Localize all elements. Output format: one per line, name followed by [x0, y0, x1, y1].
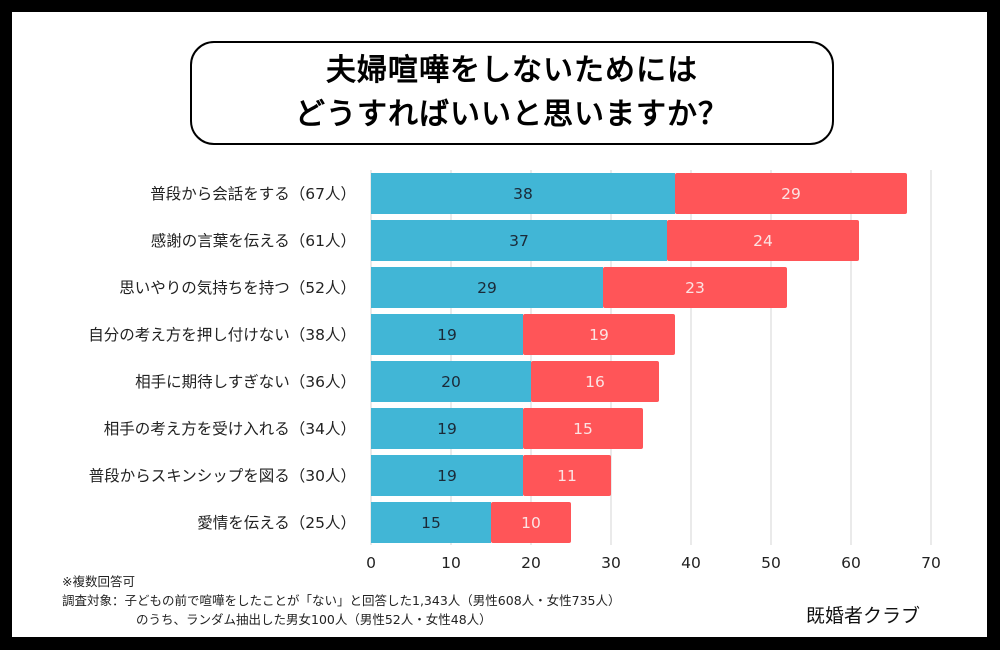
- bar-segment-male: [371, 220, 667, 261]
- bar-segment-male: [371, 173, 675, 214]
- bar-value-label: 23: [685, 279, 705, 297]
- category-label: 感謝の言葉を伝える（61人）: [151, 232, 356, 250]
- bar-value-label: 15: [421, 514, 441, 532]
- chart-title-line-2: どうすればいいと思いますか？: [295, 97, 729, 132]
- bar-segment-female: [531, 361, 659, 402]
- bar-value-label: 19: [437, 420, 457, 438]
- x-axis-ticks: 0 10 20 30 40 50 60 70: [366, 554, 941, 572]
- brand-label: 既婚者クラブ: [806, 605, 921, 627]
- bar-segment-male: [371, 455, 523, 496]
- x-tick-label: 60: [841, 554, 861, 572]
- x-tick-label: 50: [761, 554, 781, 572]
- bar-segment-male: [371, 361, 531, 402]
- x-tick-label: 0: [366, 554, 376, 572]
- bar-value-label: 11: [557, 467, 577, 485]
- x-tick-label: 40: [681, 554, 701, 572]
- chart-title-line-1: 夫婦喧嘩をしないためには: [326, 53, 698, 88]
- survey-note-line-2: のうち、ランダム抽出した男女100人（男性52人・女性48人）: [136, 612, 492, 627]
- bar-segment-female: [523, 408, 643, 449]
- bar-segment-female: [523, 314, 675, 355]
- x-tick-label: 20: [521, 554, 541, 572]
- bar-segment-male: [371, 267, 603, 308]
- category-label: 思いやりの気持ちを持つ（52人）: [119, 279, 356, 297]
- bar-value-label: 24: [753, 232, 773, 250]
- bar-value-label: 29: [477, 279, 497, 297]
- category-label: 相手に期待しすぎない（36人）: [135, 373, 356, 391]
- x-tick-label: 10: [441, 554, 461, 572]
- bar-value-label: 16: [585, 373, 605, 391]
- category-label: 自分の考え方を押し付けない（38人）: [88, 326, 356, 344]
- bar-segment-male: [371, 408, 523, 449]
- survey-note-line-1: 調査対象：子どもの前で喧嘩をしたことが「ない」と回答した1,343人（男性608…: [62, 593, 621, 608]
- bar-value-label: 15: [573, 420, 593, 438]
- bar-value-label: 20: [441, 373, 461, 391]
- bar-segment-female: [603, 267, 787, 308]
- bar-value-label: 10: [521, 514, 541, 532]
- bar-value-label: 19: [437, 467, 457, 485]
- bar-segment-female: [675, 173, 907, 214]
- multiple-answer-note: ※複数回答可: [62, 574, 135, 589]
- x-tick-label: 70: [921, 554, 941, 572]
- bar-value-label: 29: [781, 185, 801, 203]
- bar-value-label: 19: [589, 326, 609, 344]
- title-box: 夫婦喧嘩をしないためには どうすればいいと思いますか？: [190, 41, 834, 145]
- bars: 38 29 37 24 29 23 19 19 20 16 19 15 19 11 15 10: [371, 173, 907, 543]
- bar-value-label: 19: [437, 326, 457, 344]
- category-labels: 普段から会話をする（67人） 感謝の言葉を伝える（61人） 思いやりの気持ちを持つ（…: [88, 185, 356, 532]
- category-label: 相手の考え方を受け入れる（34人）: [104, 420, 356, 438]
- x-tick-label: 30: [601, 554, 621, 572]
- bar-segment-male: [371, 314, 523, 355]
- bar-value-label: 37: [509, 232, 529, 250]
- bar-segment-male: [371, 502, 491, 543]
- bar-segment-female: [667, 220, 859, 261]
- bar-segment-female: [523, 455, 611, 496]
- bar-segment-female: [491, 502, 571, 543]
- category-label: 普段から会話をする（67人）: [150, 185, 356, 203]
- category-label: 愛情を伝える（25人）: [197, 514, 356, 532]
- category-label: 普段からスキンシップを図る（30人）: [89, 467, 356, 485]
- bar-value-label: 38: [513, 185, 533, 203]
